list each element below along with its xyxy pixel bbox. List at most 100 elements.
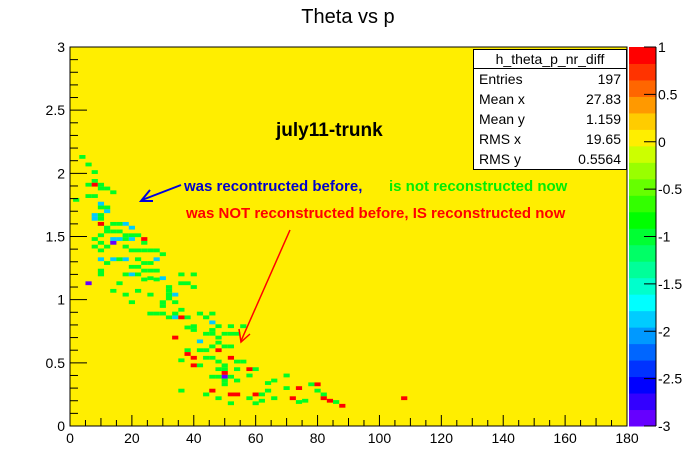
- heatmap-cell: [141, 248, 148, 253]
- heatmap-cell: [147, 311, 154, 316]
- heatmap-cell: [141, 237, 148, 241]
- annotation-not-reconstructed-before-is-now: was NOT reconstructed before, IS reconst…: [186, 205, 566, 222]
- heatmap-cell: [234, 359, 241, 364]
- y-tick-label: 1: [57, 292, 65, 308]
- heatmap-cell: [110, 190, 117, 195]
- heatmap-cell: [97, 248, 105, 253]
- heatmap-cell: [215, 348, 222, 353]
- heatmap-cell: [97, 186, 105, 191]
- heatmap-cell: [134, 248, 142, 253]
- heatmap-cell: [258, 392, 265, 397]
- heatmap-cell: [79, 155, 86, 159]
- heatmap-cell: [240, 324, 247, 329]
- palette-swatch: [629, 310, 656, 328]
- heatmap-cell: [234, 378, 241, 383]
- heatmap-cell: [104, 225, 111, 230]
- heatmap-cell: [116, 237, 123, 241]
- heatmap-cell: [184, 315, 191, 320]
- heatmap-cell: [295, 386, 303, 390]
- heatmap-cell: [190, 324, 197, 329]
- heatmap-cell: [159, 252, 166, 257]
- annotation-not-reconstructed-now: is not reconstructed now: [389, 178, 568, 195]
- stats-row-rms-y: RMS y 0.5564: [474, 149, 626, 169]
- heatmap-cell: [401, 396, 408, 401]
- heatmap-cell: [104, 205, 111, 210]
- palette-swatch: [629, 79, 656, 97]
- palette-tick-label: 0: [658, 134, 666, 150]
- heatmap-cell: [97, 268, 105, 273]
- heatmap-cell: [141, 240, 148, 245]
- palette-tick-label: 0.5: [658, 86, 678, 102]
- heatmap-cell: [172, 311, 179, 316]
- heatmap-cell: [172, 315, 179, 320]
- x-tick-label: 180: [615, 430, 639, 446]
- heatmap-cell: [209, 328, 216, 332]
- heatmap-cell: [271, 378, 278, 383]
- heatmap-cell: [147, 268, 154, 273]
- blue-arrowhead-icon: [138, 189, 153, 202]
- heatmap-cell: [165, 292, 173, 297]
- heatmap-cell: [128, 237, 135, 241]
- heatmap-cell: [122, 221, 129, 226]
- heatmap-cell: [134, 272, 142, 277]
- heatmap-cell: [85, 281, 92, 286]
- heatmap-cell: [122, 244, 129, 249]
- stats-value: 0.5564: [578, 151, 621, 167]
- stats-histogram-name: h_theta_p_nr_diff: [474, 50, 626, 69]
- heatmap-cell: [203, 392, 210, 397]
- palette-swatch: [629, 47, 656, 64]
- palette-swatch: [629, 360, 656, 378]
- heatmap-cell: [252, 392, 259, 397]
- palette-tick-label: -3: [658, 418, 671, 434]
- stats-value: 27.83: [585, 91, 621, 107]
- heatmap-cell: [227, 331, 235, 336]
- heatmap-cell: [122, 272, 129, 277]
- heatmap-cell: [221, 331, 228, 336]
- palette-swatch: [629, 409, 656, 427]
- x-tick-label: 80: [310, 430, 326, 446]
- heatmap-cell: [172, 292, 179, 297]
- y-tick-label: 1.5: [46, 229, 66, 245]
- stats-label: RMS y: [479, 151, 521, 167]
- x-tick-label: 40: [186, 430, 202, 446]
- heatmap-cell: [153, 268, 160, 273]
- stats-label: Mean y: [479, 111, 525, 127]
- heatmap-cell: [339, 403, 346, 408]
- y-tick-label: 3: [57, 39, 65, 55]
- y-tick-label: 0: [57, 418, 65, 434]
- heatmap-cell: [221, 374, 228, 379]
- stats-row-mean-y: Mean y 1.159: [474, 109, 626, 129]
- heatmap-cell: [190, 363, 197, 368]
- annotation-label-july11-trunk: july11-trunk: [276, 120, 383, 141]
- heatmap-cell: [134, 257, 142, 262]
- palette-swatch: [629, 211, 656, 229]
- heatmap-cell: [283, 386, 290, 390]
- heatmap-cell: [215, 359, 222, 364]
- stats-value: 1.159: [585, 111, 621, 127]
- heatmap-cell: [246, 373, 253, 378]
- heatmap-cell: [227, 355, 235, 360]
- palette-swatch: [629, 376, 656, 394]
- palette-swatch: [629, 343, 656, 361]
- heatmap-cell: [134, 233, 142, 238]
- heatmap-cell: [110, 237, 117, 241]
- heatmap-cell: [196, 311, 204, 316]
- heatmap-cell: [215, 340, 222, 345]
- palette-tick-label: -2: [658, 323, 671, 339]
- heatmap-cell: [190, 328, 197, 332]
- heatmap-cell: [97, 182, 105, 187]
- heatmap-cell: [227, 392, 235, 397]
- stats-label: Entries: [479, 71, 523, 87]
- heatmap-cell: [153, 248, 160, 253]
- chart-title: Theta vs p: [301, 6, 395, 28]
- heatmap-cell: [196, 348, 204, 353]
- palette-swatch: [629, 162, 656, 180]
- heatmap-cell: [178, 272, 185, 277]
- heatmap-cell: [234, 331, 241, 336]
- palette-swatch: [629, 96, 656, 114]
- heatmap-cell: [128, 300, 135, 305]
- heatmap-cell: [215, 396, 222, 401]
- heatmap-cell: [227, 324, 235, 329]
- palette-tick-label: -1: [658, 229, 671, 245]
- heatmap-cell: [184, 352, 191, 356]
